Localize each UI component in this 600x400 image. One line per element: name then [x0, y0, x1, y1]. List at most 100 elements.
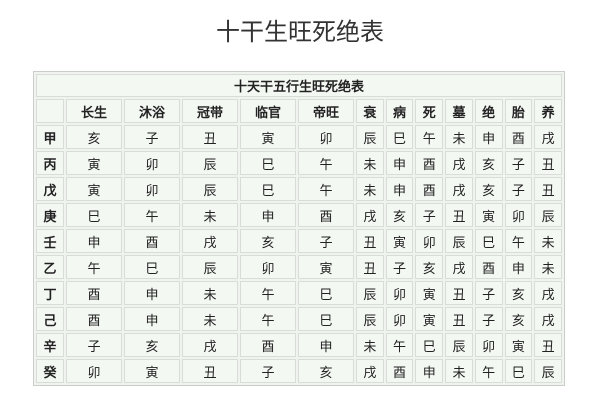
branch-cell: 未: [182, 281, 238, 305]
branch-cell: 丑: [445, 203, 473, 227]
branch-cell: 卯: [124, 151, 180, 175]
stems-growth-table: 十天干五行生旺死绝表 长生 沐浴 冠带 临官 帝旺衰病死墓绝胎养 甲亥子丑寅卯辰巳午未申…: [33, 71, 565, 386]
branch-cell: 亥: [504, 281, 533, 305]
table-row: 己酉申未午巳辰卯寅丑子亥戌: [36, 307, 562, 331]
corner-cell: [36, 99, 64, 123]
branch-cell: 申: [385, 177, 414, 201]
branch-cell: 寅: [415, 281, 444, 305]
branch-cell: 辰: [534, 359, 562, 383]
branch-cell: 丑: [182, 125, 238, 149]
branch-cell: 午: [240, 281, 296, 305]
branch-cell: 午: [385, 333, 414, 357]
branch-cell: 午: [504, 229, 533, 253]
stem-cell: 戊: [36, 177, 64, 201]
branch-cell: 卯: [66, 359, 122, 383]
branch-cell: 申: [474, 125, 503, 149]
branch-cell: 辰: [182, 177, 238, 201]
branch-cell: 未: [534, 255, 562, 279]
branch-cell: 午: [124, 203, 180, 227]
column-header: 临官: [240, 99, 296, 123]
branch-cell: 申: [240, 203, 296, 227]
branch-cell: 戌: [534, 307, 562, 331]
stem-cell: 辛: [36, 333, 64, 357]
branch-cell: 亥: [504, 307, 533, 331]
branch-cell: 卯: [474, 333, 503, 357]
branch-cell: 申: [504, 255, 533, 279]
branch-cell: 戌: [182, 333, 238, 357]
branch-cell: 丑: [534, 151, 562, 175]
branch-cell: 午: [66, 255, 122, 279]
stem-cell: 丙: [36, 151, 64, 175]
table-row: 甲亥子丑寅卯辰巳午未申酉戌: [36, 125, 562, 149]
branch-cell: 午: [240, 307, 296, 331]
branch-cell: 午: [474, 359, 503, 383]
branch-cell: 巳: [385, 125, 414, 149]
column-header: 胎: [504, 99, 533, 123]
branch-cell: 寅: [474, 203, 503, 227]
branch-cell: 子: [504, 177, 533, 201]
page-title: 十干生旺死绝表: [216, 18, 384, 46]
branch-cell: 戌: [534, 125, 562, 149]
branch-cell: 亥: [474, 177, 503, 201]
branch-cell: 酉: [124, 229, 180, 253]
branch-cell: 辰: [356, 281, 384, 305]
branch-cell: 酉: [240, 333, 296, 357]
branch-cell: 申: [298, 333, 354, 357]
branch-cell: 辰: [356, 307, 384, 331]
branch-cell: 申: [415, 359, 444, 383]
branch-cell: 辰: [356, 125, 384, 149]
branch-cell: 戌: [534, 281, 562, 305]
branch-cell: 戌: [182, 229, 238, 253]
column-header: 帝旺: [298, 99, 354, 123]
branch-cell: 寅: [415, 307, 444, 331]
branch-cell: 巳: [474, 229, 503, 253]
branch-cell: 卯: [298, 125, 354, 149]
branch-cell: 辰: [445, 229, 473, 253]
branch-cell: 未: [356, 151, 384, 175]
table-row: 庚巳午未申酉戌亥子丑寅卯辰: [36, 203, 562, 227]
branch-cell: 子: [66, 333, 122, 357]
branch-cell: 酉: [385, 359, 414, 383]
branch-cell: 丑: [356, 255, 384, 279]
branch-cell: 子: [474, 281, 503, 305]
branch-cell: 丑: [445, 307, 473, 331]
branch-cell: 亥: [66, 125, 122, 149]
branch-cell: 酉: [66, 281, 122, 305]
branch-cell: 子: [474, 307, 503, 331]
branch-cell: 戌: [356, 203, 384, 227]
branch-cell: 子: [298, 229, 354, 253]
branch-cell: 寅: [66, 177, 122, 201]
table-row: 丙寅卯辰巳午未申酉戌亥子丑: [36, 151, 562, 175]
branch-cell: 子: [504, 151, 533, 175]
branch-cell: 戌: [445, 255, 473, 279]
stem-cell: 壬: [36, 229, 64, 253]
column-header: 死: [415, 99, 444, 123]
branch-cell: 寅: [240, 125, 296, 149]
branch-cell: 丑: [534, 333, 562, 357]
branch-cell: 巳: [504, 359, 533, 383]
table-row: 戊寅卯辰巳午未申酉戌亥子丑: [36, 177, 562, 201]
stem-cell: 乙: [36, 255, 64, 279]
branch-cell: 亥: [385, 203, 414, 227]
branch-cell: 巳: [124, 255, 180, 279]
branch-cell: 寅: [124, 359, 180, 383]
table-row: 乙午巳辰卯寅丑子亥戌酉申未: [36, 255, 562, 279]
branch-cell: 卯: [385, 281, 414, 305]
branch-cell: 卯: [124, 177, 180, 201]
branch-cell: 午: [298, 177, 354, 201]
branch-cell: 子: [124, 125, 180, 149]
stem-cell: 丁: [36, 281, 64, 305]
branch-cell: 亥: [240, 229, 296, 253]
branch-cell: 巳: [66, 203, 122, 227]
column-header: 病: [385, 99, 414, 123]
branch-cell: 午: [298, 151, 354, 175]
branch-cell: 酉: [415, 151, 444, 175]
branch-cell: 巳: [415, 333, 444, 357]
table-row: 壬申酉戌亥子丑寅卯辰巳午未: [36, 229, 562, 253]
branch-cell: 丑: [534, 177, 562, 201]
branch-cell: 酉: [504, 125, 533, 149]
stem-cell: 甲: [36, 125, 64, 149]
branch-cell: 巳: [240, 177, 296, 201]
branch-cell: 巳: [240, 151, 296, 175]
branch-cell: 戌: [445, 177, 473, 201]
